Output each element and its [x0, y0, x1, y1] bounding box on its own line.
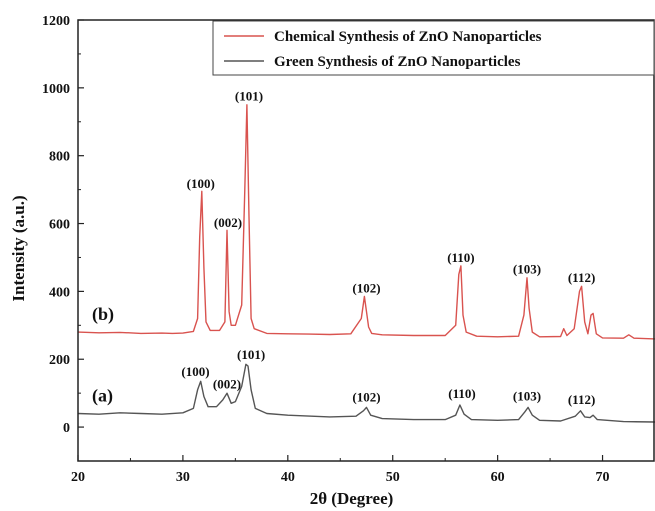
x-tick-label: 70 — [596, 470, 610, 485]
peak-label: (102) — [352, 389, 380, 404]
series-line-green — [77, 363, 655, 423]
x-axis-title: 2θ (Degree) — [310, 489, 394, 508]
x-tick-label: 60 — [491, 470, 505, 485]
peak-label: (103) — [513, 262, 541, 277]
x-tick-label: 50 — [386, 470, 400, 485]
legend-label-chemical: Chemical Synthesis of ZnO Nanoparticles — [274, 29, 542, 45]
y-tick-label: 1200 — [42, 14, 70, 29]
peak-label: (101) — [237, 347, 265, 362]
peak-label: (110) — [448, 386, 475, 401]
y-tick-label: 600 — [49, 218, 70, 233]
tick-layer: 20 30 40 50 60 70 0 200 400 600 800 1000 1200 — [42, 14, 610, 485]
peak-label: (101) — [235, 89, 263, 104]
peak-label: (112) — [568, 270, 595, 285]
series-layer — [77, 104, 655, 423]
y-tick-label: 800 — [49, 150, 70, 165]
legend-label-green: Green Synthesis of ZnO Nanoparticles — [274, 54, 521, 70]
y-tick-label: 200 — [49, 353, 70, 368]
plot-frame — [77, 19, 655, 462]
peak-label: (002) — [214, 215, 242, 230]
series-line-chemical — [77, 104, 655, 340]
peak-label: (103) — [513, 389, 541, 404]
x-tick-label: 20 — [71, 470, 85, 485]
legend: Chemical Synthesis of ZnO Nanoparticles … — [212, 20, 655, 76]
x-tick-label: 40 — [281, 470, 295, 485]
peak-label-layer: (100) (002) (101) (102) (110) (103) (112) (100)… — [181, 89, 595, 407]
curve-label-a: (a) — [92, 386, 113, 407]
y-axis-title: Intensity (a.u.) — [9, 195, 28, 301]
y-tick-label: 1000 — [42, 82, 70, 97]
y-tick-label: 0 — [63, 421, 70, 436]
peak-label: (100) — [187, 176, 215, 191]
y-tick-label: 400 — [49, 285, 70, 300]
x-tick-label: 30 — [176, 470, 190, 485]
curve-label-b: (b) — [92, 304, 114, 325]
peak-label: (100) — [181, 364, 209, 379]
peak-label: (112) — [568, 392, 595, 407]
peak-label: (102) — [352, 280, 380, 295]
peak-label: (110) — [447, 250, 474, 265]
peak-label: (002) — [213, 377, 241, 392]
legend-box — [212, 20, 655, 76]
